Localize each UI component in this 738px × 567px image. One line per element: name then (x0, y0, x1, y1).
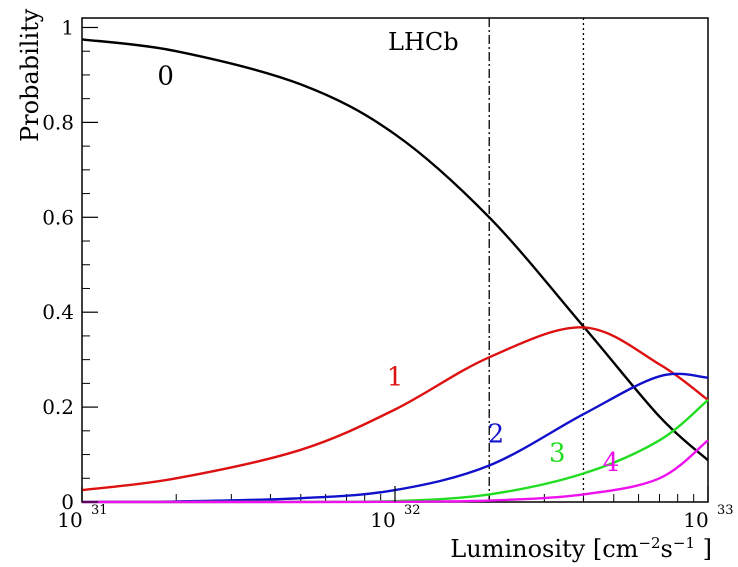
y-tick-label: 1 (61, 15, 74, 39)
lhcb-annotation: LHCb (388, 28, 459, 56)
y-tick-label: 0.6 (42, 205, 74, 229)
minor-ticks (82, 50, 695, 502)
series-curves (81, 38, 709, 504)
x-axis-title: Luminosity [cm−2s−1 ] (450, 534, 712, 563)
y-tick-label: 0 (61, 490, 74, 514)
series-line-1 (81, 326, 709, 492)
x-tick-exponent: 33 (717, 503, 734, 518)
series-label-2: 2 (488, 420, 505, 450)
x-tick-exponent: 31 (91, 503, 108, 518)
x-tick-label: 10 (57, 508, 82, 532)
series-label-0: 0 (157, 61, 174, 91)
x-axis-title-main: Luminosity [cm (450, 535, 638, 563)
y-tick-label: 0.8 (42, 110, 74, 134)
y-tick-label: 0.2 (42, 395, 74, 419)
y-axis-title: Probability (16, 8, 44, 142)
series-line-0 (81, 38, 709, 462)
x-tick-label: 10 (370, 508, 395, 532)
x-axis-title-sup2: −1 (673, 534, 695, 552)
x-axis-title-end: ] (695, 535, 712, 563)
series-labels: 0 1 2 3 4 (157, 61, 619, 478)
x-tick-label: 10 (683, 508, 708, 532)
x-axis: 10 31 10 32 10 33 (57, 486, 734, 532)
plot-frame (81, 17, 709, 503)
x-tick-exponent: 32 (404, 503, 421, 518)
series-label-4: 4 (603, 448, 620, 478)
series-line-4 (82, 439, 709, 504)
series-label-1: 1 (387, 363, 404, 393)
y-axis: 0 0.2 0.4 0.6 0.8 1 (42, 15, 98, 514)
series-line-2 (81, 372, 709, 504)
reference-lines (488, 18, 585, 502)
series-label-3: 3 (549, 439, 566, 469)
x-axis-title-mid: s (661, 535, 673, 563)
y-tick-label: 0.4 (42, 300, 74, 324)
x-axis-title-sup1: −2 (638, 534, 660, 552)
